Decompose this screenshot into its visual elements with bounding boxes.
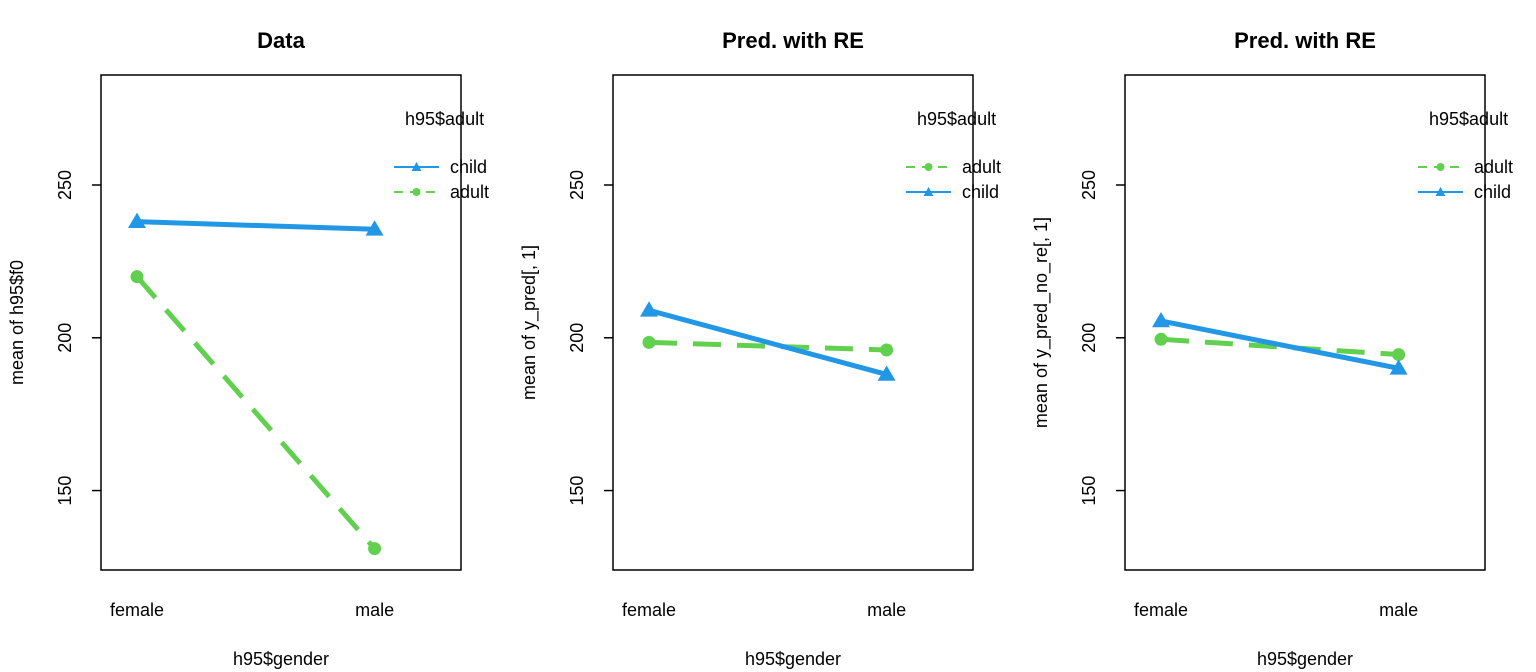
y-tick-label: 250 — [1079, 170, 1099, 200]
legend-marker-child — [411, 162, 422, 171]
data-point-adult — [130, 270, 144, 284]
y-tick-label: 200 — [55, 323, 75, 353]
legend-marker-adult — [1436, 163, 1445, 171]
data-point-child — [1389, 359, 1408, 375]
series-line-child — [136, 219, 375, 232]
data-point-child — [1152, 311, 1170, 328]
legend-marker-adult — [412, 188, 421, 196]
legend-title: h95$adult — [1429, 109, 1508, 129]
plot-frame — [612, 74, 974, 571]
legend-label-adult: adult — [1474, 157, 1513, 177]
plot-frame — [100, 74, 462, 571]
y-tick-label: 200 — [567, 323, 587, 353]
data-point-child — [640, 301, 658, 317]
chart-title: Data — [257, 28, 305, 53]
y-tick-label: 150 — [55, 476, 75, 506]
series-line-child — [648, 307, 888, 377]
data-point-child — [365, 220, 384, 236]
series-line-child — [1160, 318, 1400, 371]
data-point-adult — [368, 542, 382, 556]
legend-label-adult: adult — [450, 182, 489, 202]
data-point-adult — [642, 335, 656, 349]
y-axis-label: mean of h95$f0 — [7, 260, 27, 385]
legend-title: h95$adult — [917, 109, 996, 129]
data-point-child — [128, 212, 146, 228]
legend-marker-adult — [924, 163, 933, 171]
legend-marker-child — [923, 187, 934, 196]
y-tick-label: 250 — [567, 170, 587, 200]
x-tick-label: female — [110, 600, 164, 620]
x-tick-label: male — [355, 600, 394, 620]
panel-3: Pred. with RE 150 200 250 female male h95$gend… — [1031, 28, 1513, 669]
y-axis-label: mean of y_pred[, 1] — [519, 245, 540, 400]
plot-frame — [1124, 74, 1486, 571]
y-tick-label: 150 — [567, 476, 587, 506]
data-point-adult — [1392, 348, 1406, 362]
y-axis-label: mean of y_pred_no_re[, 1] — [1031, 217, 1052, 428]
legend: h95$adult child adult — [394, 109, 489, 202]
data-point-adult — [1154, 332, 1168, 346]
data-point-child — [877, 365, 896, 381]
series-line-adult — [135, 275, 377, 551]
legend: h95$adult adult child — [1418, 109, 1513, 202]
chart-title: Pred. with RE — [1234, 28, 1376, 53]
y-tick-label: 150 — [1079, 476, 1099, 506]
legend-label-adult: adult — [962, 157, 1001, 177]
legend-label-child: child — [1474, 182, 1511, 202]
chart-title: Pred. with RE — [722, 28, 864, 53]
x-axis-label: h95$gender — [745, 649, 841, 669]
panel-2: Pred. with RE 150 200 250 female male h95$gend… — [519, 28, 1001, 669]
legend-label-child: child — [450, 157, 487, 177]
x-tick-label: male — [1379, 600, 1418, 620]
x-axis-label: h95$gender — [1257, 649, 1353, 669]
data-point-adult — [880, 343, 894, 357]
y-tick-label: 250 — [55, 170, 75, 200]
y-tick-label: 200 — [1079, 323, 1099, 353]
x-tick-label: female — [1134, 600, 1188, 620]
legend-title: h95$adult — [405, 109, 484, 129]
series-line-adult — [1160, 336, 1399, 358]
x-tick-label: female — [622, 600, 676, 620]
legend-label-child: child — [962, 182, 999, 202]
panel-1: Data 150 200 250 female male h95$gender mean of… — [7, 28, 489, 669]
legend-marker-child — [1435, 187, 1446, 196]
x-axis-label: h95$gender — [233, 649, 329, 669]
series-line-adult — [648, 339, 887, 353]
x-tick-label: male — [867, 600, 906, 620]
legend: h95$adult adult child — [906, 109, 1001, 202]
